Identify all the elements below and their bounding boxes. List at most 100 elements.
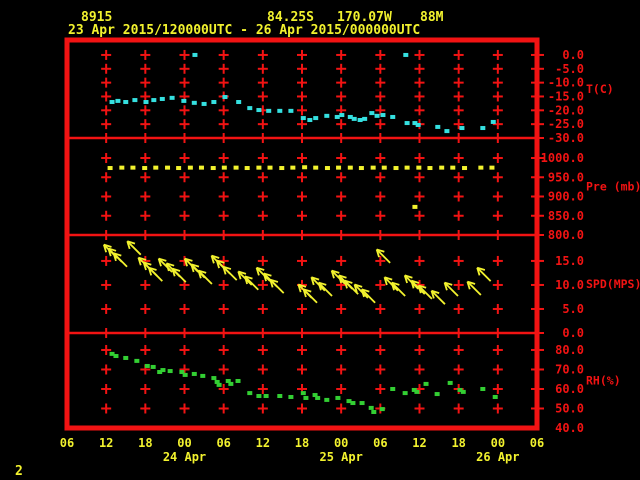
wind-arrow-barb [375,249,380,258]
pressure-point [370,165,376,170]
relative_humidity-point [134,358,140,363]
pressure-point [233,165,239,170]
wind-arrow-shaft [376,248,391,264]
pressure-point [450,165,456,170]
pressure-point [462,166,468,171]
wind-arrow-barb [344,279,353,284]
wind-arrow-barb [255,267,260,276]
temperature-point [412,121,418,126]
relative_humidity-point [390,386,396,391]
wind-arrow-barb [127,240,136,245]
relative_humidity-point [200,373,206,378]
panel-unit-label: T(C) [586,82,614,96]
wind-arrow-barb [244,275,253,280]
temperature-point [347,114,353,119]
wind-arrow-barb [298,283,307,288]
relative_humidity-point [423,381,429,386]
temperature-point [192,52,198,57]
wind-arrow-barb [210,255,215,264]
relative_humidity-point [123,355,129,360]
wind-arrow-barb [142,262,147,271]
wind-arrow-shaft [476,267,492,282]
relative_humidity-point [256,394,262,399]
wind-arrow-shaft [331,269,346,285]
wind-arrow-barb [430,290,435,299]
y-tick-label: -20.0 [548,103,584,117]
wind-arrow-barb [311,276,320,281]
x-tick-label: 00 [334,436,348,450]
relative_humidity-point [492,394,498,399]
wind-arrow-barb [143,261,152,266]
temperature-point [266,108,272,113]
wind-arrow-barb [476,267,481,276]
wind-arrow-barb [148,266,157,271]
temperature-point [444,129,450,134]
x-tick-label: 18 [138,436,152,450]
pressure-point [153,165,159,170]
plot-border [64,37,540,431]
wind-arrow-barb [417,285,422,294]
wind-arrow-barb [354,283,363,288]
temperature-point [459,126,465,131]
pressure-point [290,165,296,170]
relative_humidity-point [277,394,283,399]
x-tick-label: 18 [451,436,465,450]
wind-arrow-shaft [430,290,446,305]
wind-arrow-barb [158,257,167,262]
pressure-point [439,165,445,170]
pressure-point [393,166,399,171]
pressure-point [416,165,422,170]
wind-arrow-barb [444,281,453,286]
wind-arrow-barb [467,280,476,285]
pressure-point [489,165,495,170]
relative_humidity-point [288,394,294,399]
relative_humidity-point [179,370,185,375]
x-tick-label: 06 [373,436,387,450]
panel-unit-label: SPD(MPS) [586,277,640,291]
temperature-point [334,114,340,119]
wind-arrow-shaft [443,281,459,297]
y-tick-label: 0.0 [562,48,584,62]
wind-arrow-barb [302,289,307,298]
wind-arrow-shaft [317,281,333,297]
wind-arrow-barb [466,281,471,290]
pressure-point [381,165,387,170]
relative_humidity-point [335,395,341,400]
wind-arrow-barb [191,263,200,268]
y-tick-label: 70.0 [555,362,584,376]
wind-arrow-barb [197,270,202,279]
wind-arrow-barb [360,289,365,298]
wind-arrow-barb [223,265,232,270]
y-tick-label: 850.0 [548,209,584,223]
pressure-point [119,165,125,170]
station-longitude: 170.07W [337,10,392,25]
relative_humidity-point [191,371,197,376]
relative_humidity-point [457,387,463,392]
wind-arrow-barb [190,264,195,273]
x-tick-label: 12 [256,436,270,450]
wind-arrow-shaft [302,288,318,304]
temperature-point [236,100,242,105]
wind-arrow-barb [383,277,388,286]
wind-arrow-shaft [222,266,238,281]
wind-arrow-barb [107,248,112,257]
relative_humidity-point [411,387,417,392]
x-tick-label: 06 [216,436,230,450]
date-label: 26 Apr [476,450,519,464]
temperature-point [256,108,262,113]
wind-arrow-shaft [466,280,482,296]
pressure-point [347,165,353,170]
y-tick-label: 60.0 [555,382,584,396]
wind-arrow-shaft [148,267,163,282]
wind-arrow-barb [391,281,400,286]
temperature-point [490,119,496,124]
temperature-point [211,100,217,105]
relative_humidity-point [346,399,352,404]
station-elevation: 88M [420,10,444,25]
pressure-point [130,165,136,170]
wind-arrow-barb [165,263,170,272]
relative_humidity-point [414,389,420,394]
pressure-point [279,166,285,171]
wind-arrow-shaft [126,240,142,256]
